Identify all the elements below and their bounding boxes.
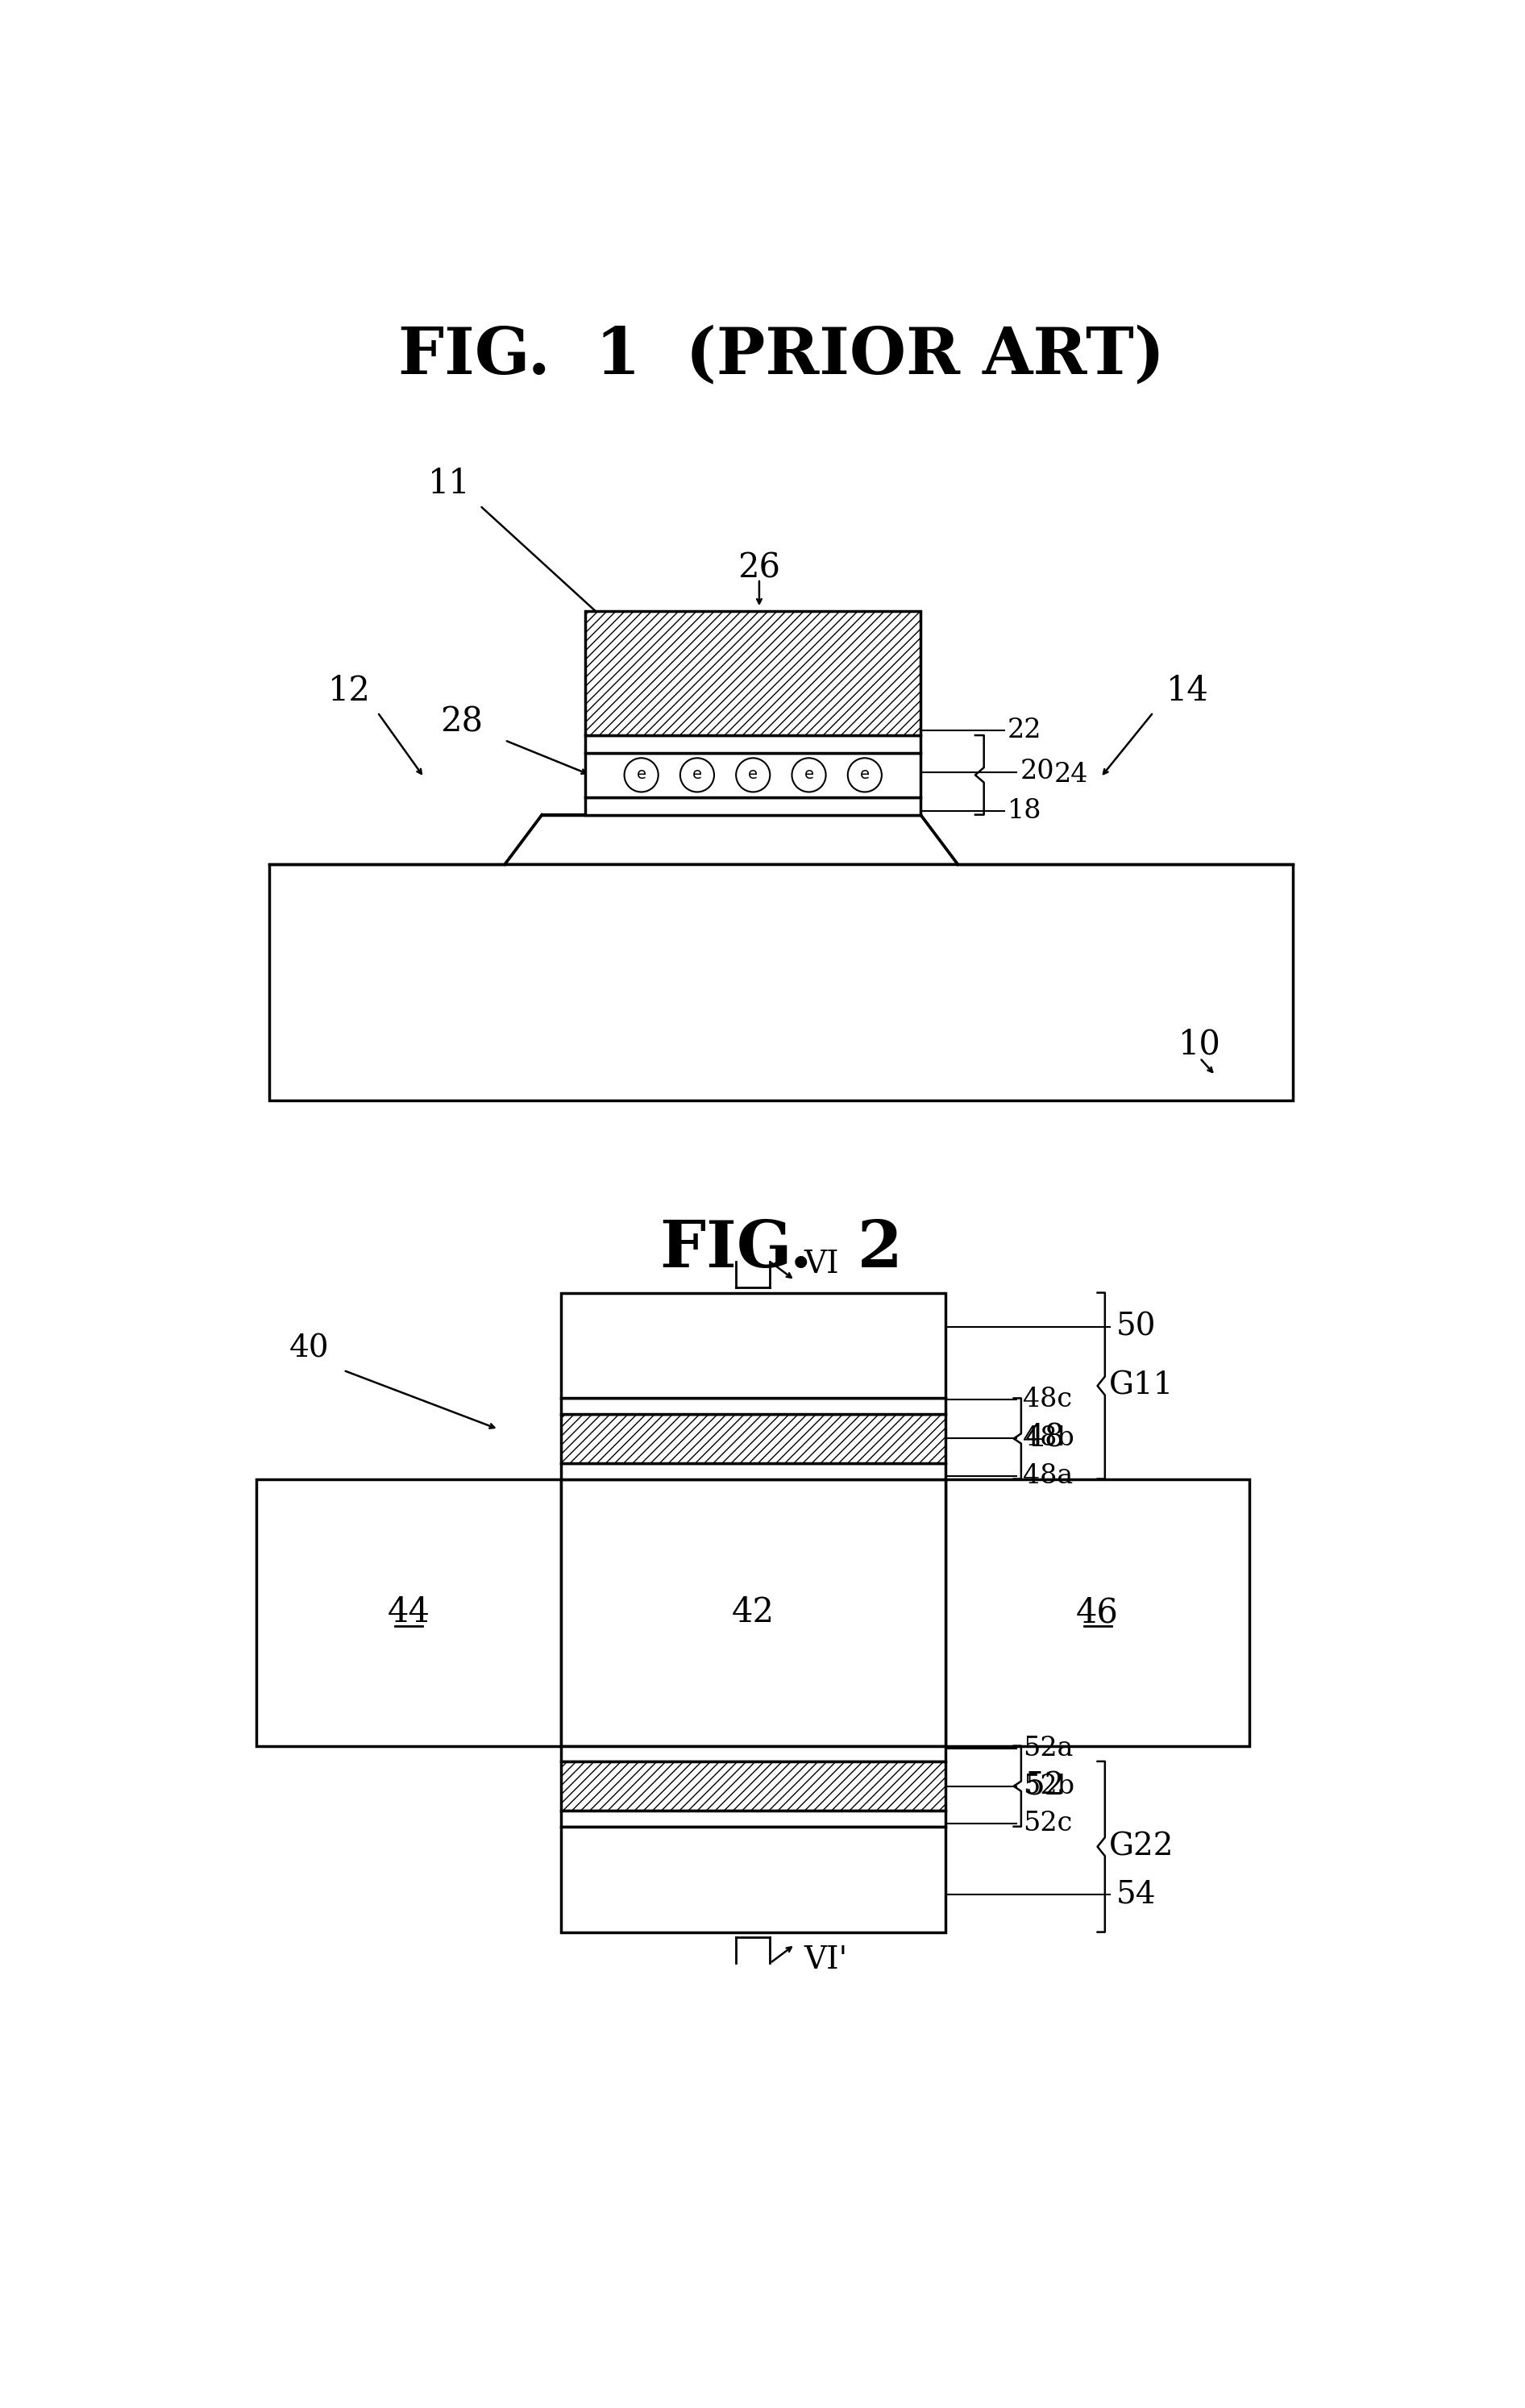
- Text: 50: 50: [1116, 1312, 1156, 1341]
- Text: e: e: [636, 766, 647, 783]
- Text: 48: 48: [1025, 1423, 1064, 1454]
- Text: 24: 24: [1054, 761, 1089, 787]
- Text: 40: 40: [290, 1334, 329, 1363]
- Text: 48a: 48a: [1023, 1464, 1074, 1488]
- Text: 44: 44: [387, 1597, 430, 1630]
- Text: 42: 42: [732, 1597, 775, 1630]
- Bar: [561, 1811, 945, 1828]
- Text: 16: 16: [732, 783, 775, 816]
- Text: 28: 28: [439, 706, 483, 739]
- Text: 12: 12: [328, 674, 371, 708]
- Circle shape: [791, 759, 827, 792]
- Text: VI': VI': [804, 1946, 848, 1975]
- Text: e: e: [860, 766, 869, 783]
- Bar: [561, 1413, 945, 1464]
- Text: 14: 14: [1167, 674, 1209, 708]
- Text: 52: 52: [1025, 1772, 1064, 1801]
- Text: e: e: [804, 766, 814, 783]
- Text: VI: VI: [804, 1250, 839, 1279]
- Bar: [586, 754, 921, 797]
- Polygon shape: [505, 814, 958, 864]
- Circle shape: [680, 759, 714, 792]
- Bar: [945, 1479, 1249, 1746]
- Text: e: e: [749, 766, 758, 783]
- Text: 26: 26: [738, 551, 781, 585]
- Circle shape: [624, 759, 659, 792]
- Text: 48b: 48b: [1023, 1426, 1075, 1452]
- Bar: [561, 1293, 945, 1399]
- Circle shape: [848, 759, 881, 792]
- Text: 10: 10: [1179, 1028, 1222, 1062]
- Bar: [256, 1479, 561, 1746]
- Bar: [561, 1760, 945, 1811]
- Bar: [561, 1399, 945, 1413]
- Bar: [586, 797, 921, 814]
- Bar: [561, 1746, 945, 1760]
- Text: FIG.  2: FIG. 2: [660, 1218, 903, 1281]
- Text: 52a: 52a: [1023, 1736, 1074, 1763]
- Text: 54: 54: [1116, 1881, 1156, 1910]
- Text: 11: 11: [427, 467, 470, 501]
- Text: FIG.  1  (PRIOR ART): FIG. 1 (PRIOR ART): [398, 325, 1165, 388]
- Bar: [561, 1479, 945, 1746]
- Text: 46: 46: [1077, 1597, 1119, 1630]
- Text: 52c: 52c: [1023, 1811, 1072, 1837]
- Bar: [586, 734, 921, 754]
- Bar: [561, 1464, 945, 1479]
- Text: 20: 20: [1020, 759, 1054, 785]
- Text: G22: G22: [1109, 1832, 1174, 1861]
- Text: 18: 18: [1008, 797, 1042, 824]
- Bar: [586, 612, 921, 734]
- Text: 52b: 52b: [1023, 1772, 1075, 1799]
- Bar: [561, 1828, 945, 1931]
- Bar: [268, 864, 1293, 1100]
- Text: 48c: 48c: [1023, 1387, 1072, 1413]
- Text: e: e: [692, 766, 702, 783]
- Text: 22: 22: [1008, 718, 1042, 744]
- Text: G11: G11: [1109, 1370, 1173, 1401]
- Circle shape: [737, 759, 770, 792]
